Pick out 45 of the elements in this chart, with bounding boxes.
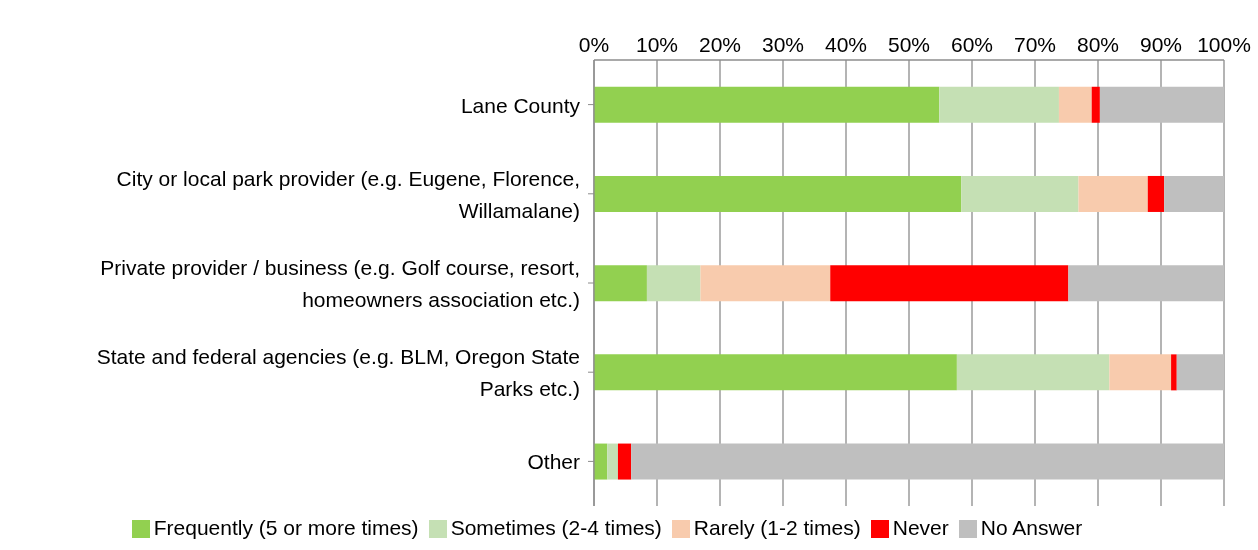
- bar: [1176, 354, 1224, 391]
- x-tick-label: 0%: [578, 33, 610, 56]
- bar: [1109, 354, 1172, 391]
- bar: [700, 265, 831, 302]
- x-tick-label: 40%: [824, 33, 868, 56]
- bar: [961, 175, 1079, 212]
- x-tick-label: 70%: [1013, 33, 1057, 56]
- bar: [631, 443, 1224, 480]
- y-tick-label: Lane County: [460, 93, 581, 117]
- bar: [594, 443, 608, 480]
- bar: [1091, 86, 1100, 123]
- x-tick-label: 30%: [761, 33, 805, 56]
- bar: [594, 175, 962, 212]
- y-tick-label: State and federal agencies (e.g. BLM, Oregon State Parks etc.): [96, 344, 580, 400]
- x-tick-label: 10%: [635, 33, 679, 56]
- y-tick-label: City or local park provider (e.g. Eugene, Florence, Willamalane): [116, 166, 580, 222]
- bar: [594, 86, 940, 123]
- legend-label: No Answer: [980, 516, 1083, 539]
- x-tick-label: 60%: [950, 33, 994, 56]
- bar: [1099, 86, 1224, 123]
- bar: [956, 354, 1110, 391]
- y-tick-label: Private provider / business (e.g. Golf course, resort, homeowners association etc.): [100, 255, 580, 311]
- legend-label: Rarely (1-2 times): [693, 516, 861, 539]
- bar: [594, 265, 647, 302]
- bar: [939, 86, 1059, 123]
- x-tick-label: 20%: [698, 33, 742, 56]
- bar: [617, 443, 632, 480]
- y-tick-label: Other: [527, 449, 580, 473]
- bar: [1068, 265, 1224, 302]
- x-tick-label: 100%: [1197, 33, 1251, 56]
- bar: [1058, 86, 1092, 123]
- bar: [1171, 354, 1177, 391]
- x-tick-label: 80%: [1076, 33, 1120, 56]
- x-tick-label: 90%: [1139, 33, 1183, 56]
- legend-label: Frequently (5 or more times): [153, 516, 419, 539]
- bar: [1147, 175, 1165, 212]
- legend-label: Sometimes (2-4 times): [450, 516, 662, 539]
- bar: [594, 354, 957, 391]
- bar: [1078, 175, 1148, 212]
- x-tick-label: 50%: [887, 33, 931, 56]
- legend-label: Never: [892, 516, 949, 539]
- bar: [830, 265, 1069, 302]
- bar: [607, 443, 618, 480]
- bar: [646, 265, 701, 302]
- bar: [1164, 175, 1224, 212]
